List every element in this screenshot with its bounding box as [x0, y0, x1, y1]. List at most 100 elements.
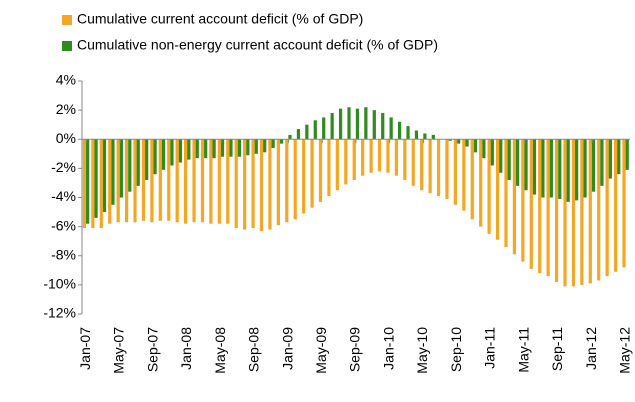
bar: [217, 139, 221, 224]
x-tick-label: Jan-09: [279, 327, 295, 370]
bar: [322, 117, 326, 140]
bar: [473, 139, 478, 153]
bar: [490, 139, 494, 166]
bar: [583, 139, 587, 198]
y-tick-label: 0%: [56, 130, 76, 146]
x-tick-label: Sep-08: [246, 327, 262, 372]
bar: [226, 139, 230, 224]
bar: [549, 139, 553, 198]
bar: [600, 139, 604, 186]
bar: [310, 139, 314, 208]
bar: [296, 129, 301, 140]
bar: [338, 108, 343, 140]
bar: [524, 139, 528, 191]
y-tick-label: -4%: [51, 188, 76, 204]
bar: [591, 139, 596, 192]
bar: [487, 139, 491, 234]
bar: [200, 139, 205, 223]
legend-label: Cumulative non-energy current account de…: [77, 37, 438, 53]
x-tick-label: May-07: [111, 327, 127, 374]
bar: [285, 139, 289, 223]
x-tick-label: Jan-12: [583, 327, 599, 370]
bar: [318, 139, 323, 202]
bar: [108, 139, 112, 224]
bar: [507, 139, 511, 181]
bar: [546, 139, 550, 277]
bar: [431, 134, 435, 140]
x-tick-label: Sep-09: [347, 327, 363, 372]
bar: [116, 139, 120, 223]
bar: [448, 139, 452, 141]
x-tick-label: May-08: [212, 327, 228, 374]
bar: [133, 139, 137, 223]
bar: [271, 139, 275, 148]
bar: [613, 139, 618, 272]
bar: [94, 139, 98, 218]
bar: [364, 107, 368, 140]
bar: [209, 139, 213, 224]
y-tick-label: -8%: [51, 246, 76, 262]
bar: [128, 139, 132, 192]
x-tick-label: Sep-07: [144, 327, 160, 372]
bar: [571, 139, 576, 287]
bar: [377, 139, 382, 172]
bar: [153, 139, 157, 175]
bar: [428, 139, 432, 194]
bar: [516, 139, 520, 186]
y-tick-label: 4%: [56, 72, 76, 88]
bar: [150, 139, 154, 223]
bar: [445, 139, 449, 199]
bar: [259, 139, 264, 231]
bar: [344, 139, 348, 185]
bar: [605, 139, 609, 277]
bar: [512, 139, 517, 255]
bar: [361, 139, 365, 176]
bar: [420, 139, 424, 191]
bar: [504, 139, 508, 248]
bar: [111, 139, 115, 205]
bar: [243, 139, 247, 230]
x-tick-label: May-11: [515, 327, 531, 373]
bar: [529, 139, 533, 269]
x-tick-label: Jan-10: [380, 327, 396, 370]
bar: [288, 134, 292, 140]
bar: [102, 139, 107, 213]
x-tick-label: May-12: [616, 327, 632, 374]
bar: [389, 117, 393, 140]
bar: [141, 139, 146, 221]
bar: [566, 139, 570, 202]
bar: [192, 139, 196, 223]
bar: [403, 139, 407, 181]
bar: [158, 139, 162, 221]
x-tick-label: Sep-11: [549, 327, 565, 371]
bar: [279, 139, 284, 144]
bar: [465, 139, 469, 147]
bar: [347, 107, 351, 140]
bar: [99, 139, 103, 229]
bar: [82, 139, 87, 229]
bar: [302, 139, 306, 214]
x-tick-label: Jan-08: [178, 327, 194, 370]
y-tick-label: -10%: [43, 276, 76, 292]
bar: [558, 139, 562, 199]
x-tick-label: Jan-11: [482, 327, 498, 369]
bar: [124, 139, 129, 223]
bar: [167, 139, 171, 221]
bar: [397, 121, 402, 140]
bar: [184, 139, 188, 224]
bar: [386, 139, 390, 173]
bar: [335, 139, 339, 191]
bar: [625, 139, 629, 170]
bar: [212, 139, 216, 159]
bar: [372, 110, 376, 140]
bar: [263, 139, 267, 153]
y-tick-label: 2%: [56, 101, 76, 117]
bar: [608, 139, 612, 179]
bar: [187, 139, 191, 160]
bar: [622, 139, 626, 268]
bar: [91, 139, 95, 229]
bar: [170, 139, 174, 166]
bar: [554, 139, 559, 282]
bar: [330, 113, 334, 140]
